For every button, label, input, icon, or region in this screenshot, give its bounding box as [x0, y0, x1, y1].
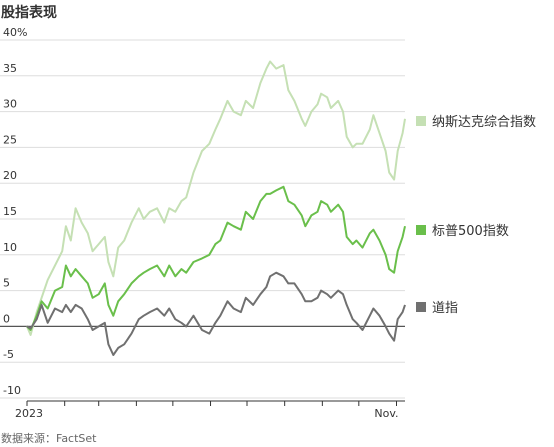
legend-swatch-sp500 [416, 224, 426, 235]
legend-label-dow: 道指 [432, 301, 459, 316]
y-tick-label: -10 [3, 384, 21, 397]
legend-swatch-dow [416, 301, 426, 312]
y-tick-label: 35 [3, 62, 17, 75]
legend-item-dow: 道指 [416, 297, 458, 316]
x-tick-label: 2023 [15, 407, 43, 420]
series-layer [26, 60, 406, 356]
legend-item-nasdaq: 纳斯达克综合指数 [416, 111, 536, 130]
y-tick-label: 5 [3, 277, 10, 290]
x-axis-layer: 2023 Nov. [15, 400, 405, 420]
chart-title: 股指表现 [1, 5, 57, 21]
y-tick-label: 15 [3, 205, 17, 218]
y-tick-label: -5 [3, 348, 14, 361]
series-line-2 [26, 271, 406, 356]
series-line-0 [26, 60, 406, 336]
legend-swatch-nasdaq [416, 115, 426, 126]
x-tick-label: Nov. [374, 407, 398, 420]
legend-item-sp500: 标普500指数 [416, 220, 509, 239]
y-tick-label: 40% [3, 26, 27, 39]
legend-label-sp500: 标普500指数 [432, 224, 509, 239]
grid-layer: 40% 35 30 25 20 15 10 5 0 -5 -10 [0, 26, 405, 399]
y-tick-label: 25 [3, 133, 17, 146]
y-tick-label: 30 [3, 98, 17, 111]
source-note: 数据来源：FactSet [1, 432, 97, 445]
y-tick-label: 0 [3, 312, 10, 325]
y-tick-label: 20 [3, 169, 17, 182]
y-tick-label: 10 [3, 241, 17, 254]
series-line-1 [26, 185, 406, 331]
legend-label-nasdaq: 纳斯达克综合指数 [432, 115, 537, 130]
